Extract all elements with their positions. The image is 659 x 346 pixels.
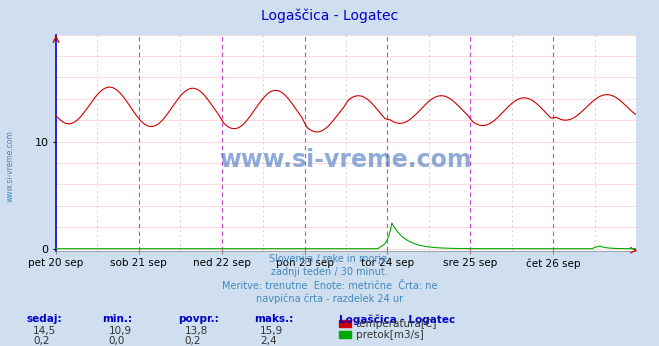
Text: sedaj:: sedaj:: [26, 314, 62, 324]
Text: navpična črta - razdelek 24 ur: navpična črta - razdelek 24 ur: [256, 294, 403, 304]
Text: 0,2: 0,2: [33, 336, 49, 346]
Text: 13,8: 13,8: [185, 326, 208, 336]
Text: 15,9: 15,9: [260, 326, 283, 336]
Text: 0,2: 0,2: [185, 336, 201, 346]
Text: www.si-vreme.com: www.si-vreme.com: [219, 148, 473, 172]
Text: 0,0: 0,0: [109, 336, 125, 346]
Text: maks.:: maks.:: [254, 314, 293, 324]
Text: Logaščica - Logatec: Logaščica - Logatec: [339, 314, 455, 325]
Text: www.si-vreme.com: www.si-vreme.com: [5, 130, 14, 202]
Text: povpr.:: povpr.:: [178, 314, 219, 324]
Text: 2,4: 2,4: [260, 336, 277, 346]
Text: Slovenija / reke in morje.: Slovenija / reke in morje.: [269, 254, 390, 264]
Text: Logaščica - Logatec: Logaščica - Logatec: [261, 9, 398, 23]
Text: temperatura[C]: temperatura[C]: [356, 319, 438, 329]
Text: 10,9: 10,9: [109, 326, 132, 336]
Text: pretok[m3/s]: pretok[m3/s]: [356, 330, 424, 339]
Text: min.:: min.:: [102, 314, 132, 324]
Text: Meritve: trenutne  Enote: metrične  Črta: ne: Meritve: trenutne Enote: metrične Črta: …: [221, 281, 438, 291]
Text: 14,5: 14,5: [33, 326, 56, 336]
Text: zadnji teden / 30 minut.: zadnji teden / 30 minut.: [271, 267, 388, 277]
